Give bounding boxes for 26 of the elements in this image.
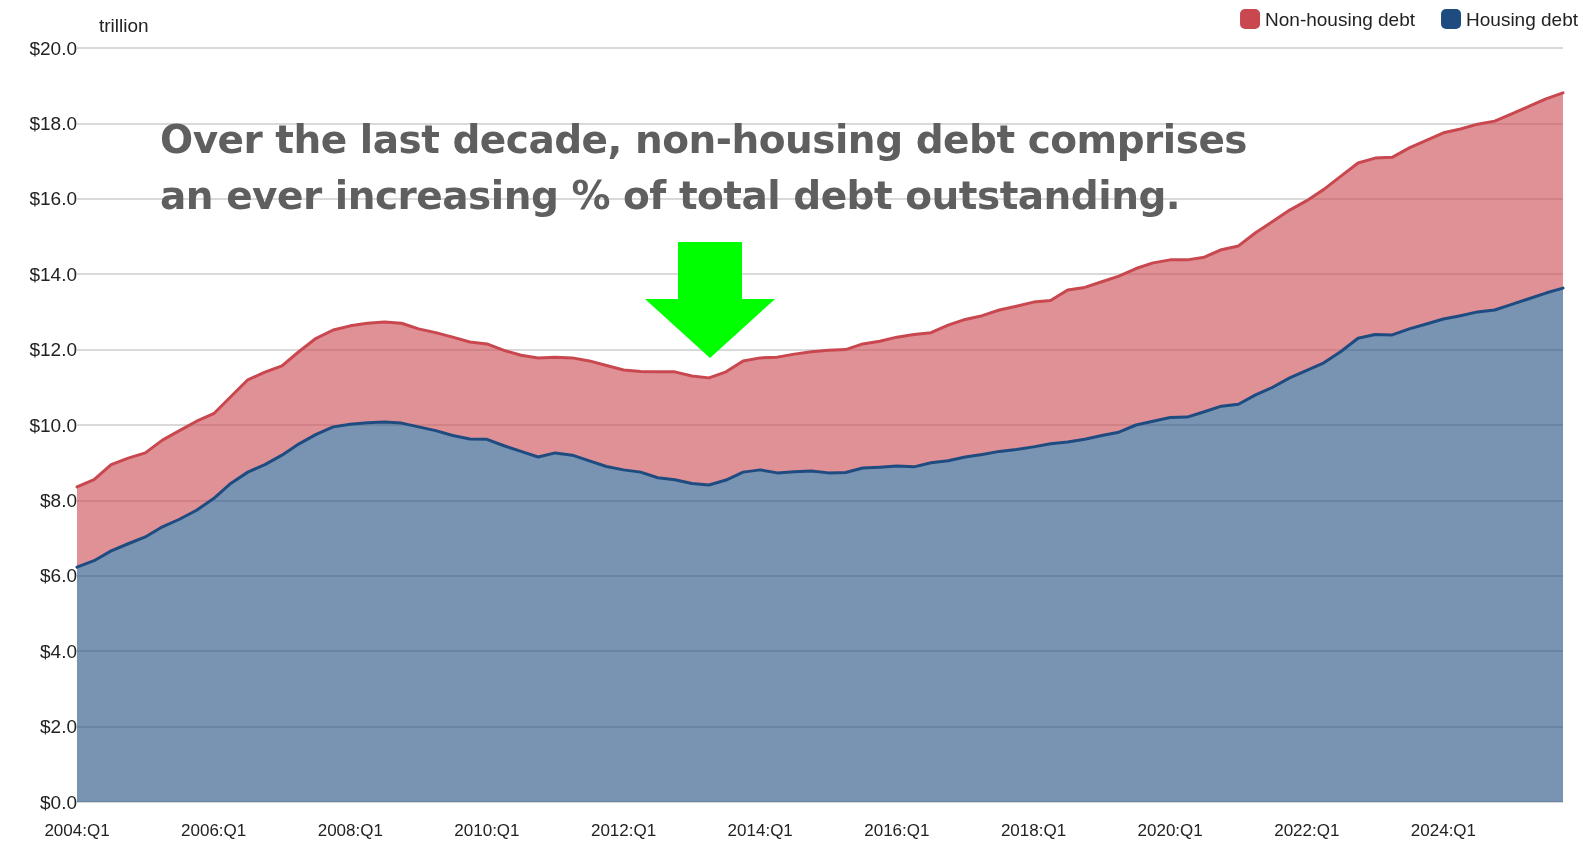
y-tick-label: $8.0 bbox=[40, 489, 77, 511]
y-tick-label: $18.0 bbox=[29, 112, 77, 134]
x-tick-label: 2012:Q1 bbox=[590, 821, 657, 840]
legend-label: Non-housing debt bbox=[1265, 8, 1416, 30]
y-tick-label: $2.0 bbox=[40, 716, 77, 738]
annotation: Over the last decade, non-housing debt comprises an ever increasing % of total debt outstanding. bbox=[160, 116, 1249, 220]
x-tick-label: 2016:Q1 bbox=[864, 821, 930, 840]
x-tick-label: 2018:Q1 bbox=[1000, 821, 1067, 840]
y-tick-label: $16.0 bbox=[29, 188, 77, 210]
y-tick-label: $6.0 bbox=[40, 565, 77, 587]
x-tick-label: 2024:Q1 bbox=[1410, 821, 1477, 840]
legend-label: Housing debt bbox=[1466, 8, 1579, 30]
y-tick-label: $14.0 bbox=[29, 263, 77, 285]
y-tick-label: $12.0 bbox=[29, 339, 77, 361]
y-axis-title: trillion bbox=[99, 15, 149, 36]
y-tick-label: $0.0 bbox=[40, 791, 77, 813]
y-tick-label: $10.0 bbox=[29, 414, 77, 436]
y-tick-label: $20.0 bbox=[29, 37, 77, 59]
x-tick-label: 2014:Q1 bbox=[727, 821, 793, 840]
y-tick-label: $4.0 bbox=[40, 640, 77, 662]
x-tick-label: 2006:Q1 bbox=[181, 821, 247, 840]
x-tick-label: 2004:Q1 bbox=[44, 821, 110, 840]
x-tick-label: 2022:Q1 bbox=[1274, 821, 1340, 840]
x-tick-label: 2020:Q1 bbox=[1137, 821, 1203, 840]
x-tick-label: 2008:Q1 bbox=[317, 821, 383, 840]
x-tick-label: 2010:Q1 bbox=[454, 821, 520, 840]
